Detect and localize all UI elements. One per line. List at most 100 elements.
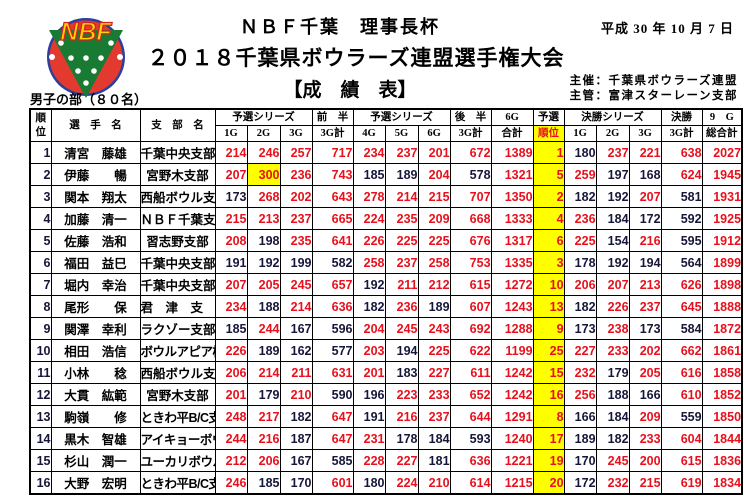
rank-cell: 1 — [29, 141, 52, 164]
nbf-logo-graphic: NBF — [47, 17, 125, 98]
organizer-block: 主催：千葉県ボウラーズ連盟 主管：富津スターレーン支部 — [570, 74, 738, 104]
event-subtitle: ２０１８千葉県ボウラーズ連盟選手権大会 — [147, 46, 565, 70]
grand-total: 1858 — [701, 361, 743, 384]
game-score: 237 — [279, 207, 313, 230]
col-header-g1: 1G — [214, 125, 248, 142]
col-header-player: 選 手 名 — [50, 108, 141, 142]
game-score: 245 — [384, 317, 419, 340]
game-score: 201 — [417, 141, 451, 164]
first-half-total: 636 — [311, 295, 354, 318]
table-row: 9 関澤 幸利 ラクゾー支部 185 244 167 596 204 245 243 692 1288… — [29, 317, 743, 340]
rank-cell: 5 — [29, 229, 52, 252]
game-score: 245 — [595, 449, 630, 472]
game-score: 208 — [214, 229, 248, 252]
game-score: 179 — [246, 383, 281, 406]
game-score: 215 — [628, 471, 662, 495]
first-half-total: 665 — [311, 207, 354, 230]
game-score: 227 — [563, 339, 597, 362]
rank-cell: 6 — [29, 251, 52, 274]
game-score: 215 — [417, 185, 451, 208]
prelim-rank-cell: 13 — [532, 295, 565, 318]
prelim-rank-cell: 5 — [532, 163, 565, 186]
col-header-first-half: 前 半 — [311, 108, 354, 126]
first-half-total: 631 — [311, 361, 354, 384]
grand-total: 1836 — [701, 449, 743, 472]
game-score: 184 — [595, 405, 630, 428]
page-title: ＮＢＦ千葉 理事長杯 — [240, 17, 440, 37]
game-score: 189 — [563, 427, 597, 450]
game-score: 168 — [628, 163, 662, 186]
game-score: 194 — [384, 339, 419, 362]
final-series-total: 604 — [660, 427, 703, 450]
six-game-total: 1240 — [490, 427, 534, 450]
grand-total: 1850 — [701, 405, 743, 428]
six-game-total: 1272 — [490, 273, 534, 296]
game-score: 212 — [417, 273, 451, 296]
branch-name: 習志野支部 — [139, 229, 216, 252]
second-half-total: 622 — [449, 339, 492, 362]
final-series-total: 584 — [660, 317, 703, 340]
game-score: 232 — [595, 471, 630, 495]
game-score: 166 — [563, 405, 597, 428]
game-score: 206 — [246, 449, 281, 472]
table-row: 6 福田 益巳 千葉中央支部 191 192 199 582 258 237 258 753 1335… — [29, 251, 743, 274]
col-header-prelim-series-1: 予選シリーズ — [214, 108, 313, 126]
second-half-total: 611 — [449, 361, 492, 384]
game-score: 235 — [384, 207, 419, 230]
game-score: 198 — [246, 229, 281, 252]
grand-total: 1931 — [701, 185, 743, 208]
first-half-total: 641 — [311, 229, 354, 252]
prelim-rank-cell: 8 — [532, 405, 565, 428]
final-series-total: 564 — [660, 251, 703, 274]
game-score: 205 — [628, 361, 662, 384]
game-score: 209 — [417, 207, 451, 230]
game-score: 192 — [352, 273, 386, 296]
player-name: 関澤 幸利 — [50, 317, 141, 340]
game-score: 236 — [563, 207, 597, 230]
game-score: 233 — [628, 427, 662, 450]
game-score: 162 — [279, 339, 313, 362]
game-score: 210 — [417, 471, 451, 495]
table-row: 2 伊藤 暢宮野木支部 207 300 236 743 185 189 204 578 1321 5 2… — [29, 163, 743, 186]
sheet-label: 【成 績 表】 — [283, 80, 417, 101]
game-score: 200 — [628, 449, 662, 472]
game-score: 237 — [417, 405, 451, 428]
first-half-total: 596 — [311, 317, 354, 340]
game-score: 178 — [384, 427, 419, 450]
col-header-six-g: 6G — [490, 108, 534, 126]
game-score: 192 — [595, 185, 630, 208]
prelim-rank-cell: 4 — [532, 207, 565, 230]
player-name: 黒木 智雄 — [50, 427, 141, 450]
organizer-host: 主催：千葉県ボウラーズ連盟 — [569, 75, 738, 87]
six-game-total: 1221 — [490, 449, 534, 472]
game-score: 210 — [279, 383, 313, 406]
prelim-rank-cell: 25 — [532, 339, 565, 362]
event-date: 平成 30 年 10 月 7 日 — [600, 21, 734, 36]
first-half-total: 585 — [311, 449, 354, 472]
six-game-total: 1333 — [490, 207, 534, 230]
branch-name: 千葉中央支部 — [139, 141, 216, 164]
second-half-total: 615 — [449, 273, 492, 296]
game-score: 203 — [352, 339, 386, 362]
nbf-logo: NBF — [44, 8, 128, 102]
game-score: 188 — [595, 383, 630, 406]
game-score: 235 — [279, 229, 313, 252]
game-score: 182 — [352, 295, 386, 318]
first-half-total: 647 — [311, 427, 354, 450]
first-half-total: 582 — [311, 251, 354, 274]
game-score: 201 — [352, 361, 386, 384]
game-score: 192 — [595, 251, 630, 274]
col-header-prelim-series-2: 予選シリーズ — [352, 108, 451, 126]
game-score: 207 — [214, 273, 248, 296]
player-name: 大貫 紘範 — [50, 383, 141, 406]
game-score: 226 — [214, 339, 248, 362]
logo-text: NBF — [60, 18, 112, 46]
game-score: 189 — [246, 339, 281, 362]
col-header-t3-second: 3G計 — [449, 125, 492, 142]
rank-cell: 9 — [29, 317, 52, 340]
game-score: 211 — [384, 273, 419, 296]
player-name: 清宮 藤雄 — [50, 141, 141, 164]
